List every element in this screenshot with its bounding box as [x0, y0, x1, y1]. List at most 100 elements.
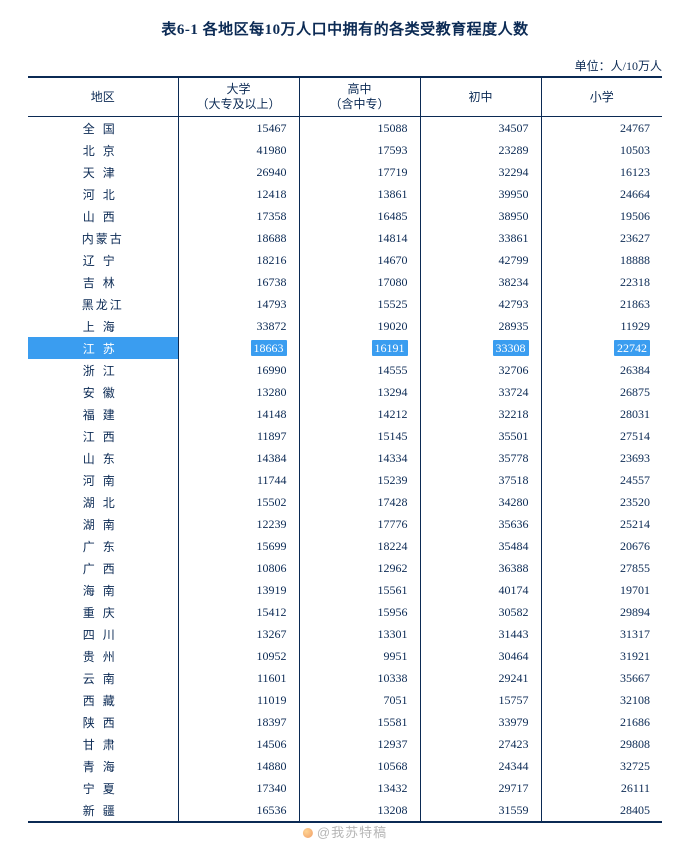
value-cell: 14506 — [178, 733, 299, 755]
value-cell: 32294 — [420, 161, 541, 183]
table-row: 山东14384143343577823693 — [28, 447, 662, 469]
value-cell: 11744 — [178, 469, 299, 491]
region-cell: 安徽 — [28, 381, 178, 403]
value-cell: 11019 — [178, 689, 299, 711]
region-cell: 四川 — [28, 623, 178, 645]
region-cell: 江西 — [28, 425, 178, 447]
table-body: 全国15467150883450724767北京4198017593232891… — [28, 117, 662, 823]
value-cell: 27423 — [420, 733, 541, 755]
table-row: 天津26940177193229416123 — [28, 161, 662, 183]
value-cell: 17719 — [299, 161, 420, 183]
value-cell: 15525 — [299, 293, 420, 315]
value-cell: 21863 — [541, 293, 662, 315]
value-cell: 28405 — [541, 799, 662, 822]
region-cell: 青海 — [28, 755, 178, 777]
value-cell: 35667 — [541, 667, 662, 689]
value-cell: 18888 — [541, 249, 662, 271]
region-cell: 浙江 — [28, 359, 178, 381]
value-cell: 30582 — [420, 601, 541, 623]
table-row: 宁夏17340134322971726111 — [28, 777, 662, 799]
value-cell: 29717 — [420, 777, 541, 799]
region-cell: 重庆 — [28, 601, 178, 623]
table-row: 海南13919155614017419701 — [28, 579, 662, 601]
value-cell: 13301 — [299, 623, 420, 645]
value-cell: 15699 — [178, 535, 299, 557]
value-cell: 35636 — [420, 513, 541, 535]
value-cell: 18663 — [178, 337, 299, 359]
value-cell: 32108 — [541, 689, 662, 711]
value-cell: 39950 — [420, 183, 541, 205]
value-cell: 23520 — [541, 491, 662, 513]
table-row: 重庆15412159563058229894 — [28, 601, 662, 623]
value-cell: 19020 — [299, 315, 420, 337]
region-cell: 宁夏 — [28, 777, 178, 799]
value-cell: 15581 — [299, 711, 420, 733]
value-cell: 18397 — [178, 711, 299, 733]
table-row: 陕西18397155813397921686 — [28, 711, 662, 733]
table-row: 上海33872190202893511929 — [28, 315, 662, 337]
value-cell: 22318 — [541, 271, 662, 293]
value-cell: 20676 — [541, 535, 662, 557]
table-row: 湖北15502174283428023520 — [28, 491, 662, 513]
education-table: 地区 大学 （大专及以上） 高中 （含中专） 初中 小学 全国154671508… — [28, 76, 662, 823]
col-header-highschool: 高中 （含中专） — [299, 77, 420, 117]
value-cell: 19506 — [541, 205, 662, 227]
table-row: 吉林16738170803823422318 — [28, 271, 662, 293]
value-cell: 14384 — [178, 447, 299, 469]
table-row: 甘肃14506129372742329808 — [28, 733, 662, 755]
value-cell: 24344 — [420, 755, 541, 777]
region-cell: 陕西 — [28, 711, 178, 733]
value-cell: 15561 — [299, 579, 420, 601]
value-cell: 15412 — [178, 601, 299, 623]
value-cell: 29808 — [541, 733, 662, 755]
value-cell: 22742 — [541, 337, 662, 359]
table-row: 四川13267133013144331317 — [28, 623, 662, 645]
value-cell: 15757 — [420, 689, 541, 711]
value-cell: 28031 — [541, 403, 662, 425]
weibo-icon — [303, 828, 313, 838]
value-cell: 14212 — [299, 403, 420, 425]
region-cell: 新疆 — [28, 799, 178, 822]
value-cell: 30464 — [420, 645, 541, 667]
region-cell: 河北 — [28, 183, 178, 205]
region-cell: 北京 — [28, 139, 178, 161]
table-row: 北京41980175932328910503 — [28, 139, 662, 161]
value-cell: 24664 — [541, 183, 662, 205]
value-cell: 15467 — [178, 117, 299, 140]
value-cell: 13861 — [299, 183, 420, 205]
value-cell: 35501 — [420, 425, 541, 447]
value-cell: 12239 — [178, 513, 299, 535]
value-cell: 14793 — [178, 293, 299, 315]
unit-label: 单位：人/10万人 — [28, 57, 662, 74]
table-row: 贵州1095299513046431921 — [28, 645, 662, 667]
value-cell: 34507 — [420, 117, 541, 140]
region-cell: 上海 — [28, 315, 178, 337]
value-cell: 18224 — [299, 535, 420, 557]
value-cell: 26875 — [541, 381, 662, 403]
value-cell: 14148 — [178, 403, 299, 425]
region-cell: 贵州 — [28, 645, 178, 667]
table-row: 湖南12239177763563625214 — [28, 513, 662, 535]
value-cell: 38234 — [420, 271, 541, 293]
value-cell: 12418 — [178, 183, 299, 205]
table-row: 福建14148142123221828031 — [28, 403, 662, 425]
region-cell: 河南 — [28, 469, 178, 491]
table-row: 黑龙江14793155254279321863 — [28, 293, 662, 315]
col-header-region: 地区 — [28, 77, 178, 117]
value-cell: 19701 — [541, 579, 662, 601]
value-cell: 11601 — [178, 667, 299, 689]
value-cell: 36388 — [420, 557, 541, 579]
region-cell: 广西 — [28, 557, 178, 579]
value-cell: 14334 — [299, 447, 420, 469]
value-cell: 14880 — [178, 755, 299, 777]
value-cell: 17340 — [178, 777, 299, 799]
value-cell: 31317 — [541, 623, 662, 645]
value-cell: 38950 — [420, 205, 541, 227]
value-cell: 14555 — [299, 359, 420, 381]
value-cell: 15956 — [299, 601, 420, 623]
value-cell: 28935 — [420, 315, 541, 337]
value-cell: 13919 — [178, 579, 299, 601]
table-row: 云南11601103382924135667 — [28, 667, 662, 689]
table-row: 全国15467150883450724767 — [28, 117, 662, 140]
table-row: 内蒙古18688148143386123627 — [28, 227, 662, 249]
